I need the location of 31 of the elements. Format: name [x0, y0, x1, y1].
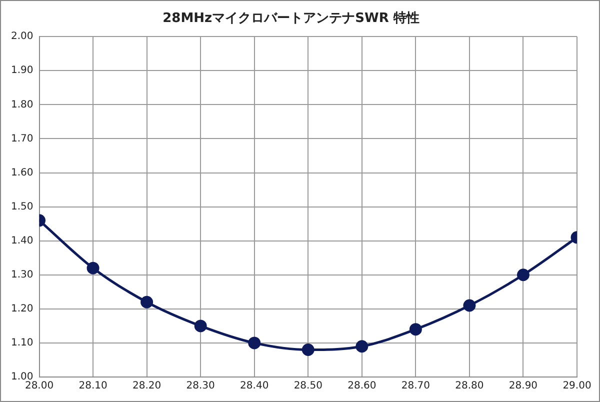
y-tick-label: 1.70	[11, 133, 34, 144]
x-tick-label: 29.00	[562, 380, 592, 392]
point	[516, 268, 530, 282]
point	[140, 296, 154, 308]
x-tick-label: 28.10	[78, 380, 108, 392]
x-tick-label: 28.40	[240, 380, 269, 392]
y-tick-label: 1.30	[11, 269, 34, 280]
chart-title: 28MHzマイクロバートアンテナSWR 特性	[162, 11, 420, 26]
x-tick-label: 28.90	[508, 380, 538, 392]
y-tick-label: 1.40	[11, 235, 34, 246]
point	[302, 344, 314, 356]
x-tick-label: 28.70	[401, 380, 430, 392]
x-tick-label: 28.80	[455, 380, 484, 392]
x-tick-label: 28.20	[132, 380, 162, 392]
x-tick-label: 28.50	[294, 380, 322, 392]
point	[409, 323, 422, 336]
point	[356, 340, 368, 353]
y-tick-label: 1.60	[11, 167, 34, 178]
x-tick-label: 28.60	[348, 380, 376, 392]
point	[463, 299, 476, 312]
point	[248, 336, 261, 350]
y-tick-label: 1.10	[11, 338, 34, 349]
y-tick-label: 1.80	[11, 99, 34, 110]
x-tick-label: 28.00	[24, 380, 54, 392]
point	[194, 320, 207, 332]
point	[86, 262, 100, 274]
y-tick-label: 1.20	[11, 304, 34, 315]
x-tick-label: 28.30	[186, 380, 215, 392]
y-tick-label: 1.50	[11, 201, 34, 212]
y-tick-label: 2.00	[11, 31, 34, 42]
y-tick-label: 1.90	[11, 65, 34, 76]
